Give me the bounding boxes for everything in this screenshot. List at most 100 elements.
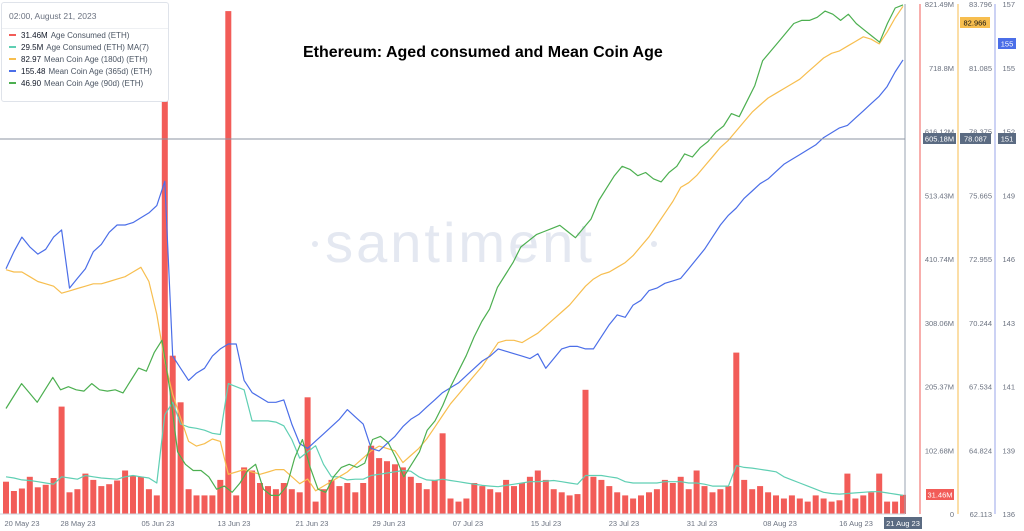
legend-swatch bbox=[9, 46, 16, 48]
age-consumed-bar bbox=[106, 484, 113, 514]
mca-180d-tick: 83.796 bbox=[969, 0, 992, 9]
mca-180d-tick: 62.113 bbox=[970, 510, 992, 519]
age-consumed-bar bbox=[463, 498, 470, 514]
legend-value: 155.48 bbox=[21, 66, 46, 76]
mca-365d-tick: 139 bbox=[1002, 446, 1015, 455]
age-consumed-bar bbox=[3, 481, 9, 514]
age-consumed-bar bbox=[185, 489, 192, 514]
legend-date: 02:00, August 21, 2023 bbox=[2, 3, 168, 29]
legend-panel: 02:00, August 21, 2023 31.46M Age Consume… bbox=[1, 2, 169, 102]
age-consumed-bar bbox=[272, 489, 279, 514]
age-consumed-bar bbox=[66, 492, 73, 514]
age-consumed-bar bbox=[249, 470, 256, 514]
age-consumed-bar bbox=[265, 486, 271, 514]
age-consumed-bar bbox=[153, 495, 160, 514]
age-consumed-bar bbox=[820, 498, 827, 514]
age-consumed-bar bbox=[336, 486, 343, 514]
mca-180d-tick: 75.665 bbox=[969, 191, 992, 200]
age-consumed-bar bbox=[526, 476, 533, 514]
age-consumed-bar bbox=[18, 488, 25, 514]
age-consumed-bar bbox=[582, 389, 589, 514]
age-consumed-bar bbox=[566, 495, 573, 514]
x-tick-label: 21 Jun 23 bbox=[296, 519, 329, 528]
legend-label: Mean Coin Age (90d) (ETH) bbox=[44, 78, 144, 88]
age-consumed-bar bbox=[677, 476, 684, 514]
legend-rows: 31.46M Age Consumed (ETH) 29.5M Age Consume… bbox=[2, 29, 168, 89]
age-consumed-bar bbox=[352, 492, 359, 514]
age-consumed-bar bbox=[34, 487, 41, 514]
age-consumed-bar bbox=[217, 479, 224, 514]
age-consumed-bar bbox=[344, 483, 351, 514]
age-consumed-bar bbox=[661, 479, 668, 514]
mca-365d-tick: 136 bbox=[1002, 510, 1015, 519]
age-consumed-bar bbox=[558, 492, 565, 514]
age-consumed-bar bbox=[447, 498, 454, 514]
legend-value: 46.90 bbox=[21, 78, 42, 88]
x-tick-label: 31 Jul 23 bbox=[687, 519, 717, 528]
age-consumed-bar bbox=[550, 489, 557, 514]
mca-365d-tick: 152 bbox=[1002, 128, 1015, 137]
age-consumed-bar bbox=[487, 489, 494, 514]
crosshair-mca-365d-box bbox=[998, 133, 1016, 144]
age-consumed-bar bbox=[288, 489, 295, 514]
age-consumed-bar bbox=[511, 486, 517, 514]
legend-item[interactable]: 31.46M Age Consumed (ETH) bbox=[2, 29, 168, 41]
age-consumed-bar bbox=[145, 489, 152, 514]
age-consumed-tick: 205.37M bbox=[925, 383, 954, 392]
age-consumed-bar bbox=[685, 489, 692, 514]
mca-365d-tick: 146 bbox=[1002, 255, 1015, 264]
age-consumed-bar bbox=[74, 489, 81, 514]
age-consumed-bar bbox=[471, 483, 478, 514]
age-consumed-tick: 410.74M bbox=[925, 255, 954, 264]
x-tick-label: 15 Jul 23 bbox=[531, 519, 561, 528]
age-consumed-bar bbox=[225, 11, 232, 514]
x-tick-label: 16 Aug 23 bbox=[839, 519, 873, 528]
age-consumed-bar bbox=[733, 352, 740, 514]
legend-label: Age Consumed (ETH) bbox=[50, 30, 130, 40]
age-consumed-bar bbox=[399, 467, 406, 514]
chart-title: Ethereum: Aged consumed and Mean Coin Ag… bbox=[303, 44, 663, 61]
age-consumed-bar bbox=[58, 406, 65, 514]
age-consumed-bar bbox=[137, 476, 144, 514]
legend-item[interactable]: 155.48 Mean Coin Age (365d) (ETH) bbox=[2, 65, 168, 77]
crosshair-mca-365d: 151 bbox=[1001, 135, 1014, 144]
age-consumed-bar bbox=[26, 476, 33, 514]
x-end-label: 21 Aug 23 bbox=[886, 519, 920, 528]
age-consumed-bar bbox=[646, 492, 652, 514]
age-consumed-bar bbox=[622, 495, 629, 514]
age-consumed-bar bbox=[201, 495, 208, 514]
age-consumed-bar bbox=[431, 479, 438, 514]
age-consumed-bar bbox=[503, 479, 510, 514]
age-consumed-bar bbox=[788, 495, 795, 514]
age-consumed-bar bbox=[804, 501, 811, 514]
age-consumed-bar bbox=[630, 498, 637, 514]
mca-365d-tick: 155 bbox=[1002, 64, 1015, 73]
age-consumed-bar bbox=[574, 494, 581, 514]
age-consumed-bar bbox=[590, 476, 597, 514]
age-consumed-bar bbox=[717, 489, 724, 514]
age-consumed-bar bbox=[193, 495, 200, 514]
x-tick-label: 05 Jun 23 bbox=[142, 519, 175, 528]
age-consumed-bar bbox=[757, 486, 764, 514]
age-consumed-bar bbox=[392, 464, 398, 514]
legend-label: Age Consumed (ETH) MA(7) bbox=[46, 42, 149, 52]
age-consumed-bar bbox=[701, 486, 708, 514]
age-consumed-bar bbox=[852, 498, 859, 514]
age-consumed-tick: 821.49M bbox=[925, 0, 954, 9]
age-consumed-bar bbox=[812, 495, 819, 514]
age-consumed-bar bbox=[241, 467, 248, 514]
mca-180d-line bbox=[5, 5, 904, 492]
legend-item[interactable]: 46.90 Mean Coin Age (90d) (ETH) bbox=[2, 77, 168, 89]
legend-item[interactable]: 29.5M Age Consumed (ETH) MA(7) bbox=[2, 41, 168, 53]
age-consumed-bar bbox=[439, 433, 446, 514]
age-consumed-bar bbox=[304, 397, 311, 514]
crosshair-mca-180d: 78.087 bbox=[964, 135, 987, 144]
x-end-label-box bbox=[884, 517, 922, 529]
age-consumed-bar bbox=[360, 483, 367, 514]
legend-item[interactable]: 82.97 Mean Coin Age (180d) (ETH) bbox=[2, 53, 168, 65]
age-consumed-tick: 616.12M bbox=[925, 128, 954, 137]
age-consumed-bar bbox=[98, 486, 105, 514]
age-consumed-bar bbox=[836, 500, 843, 514]
age-consumed-bar bbox=[161, 26, 168, 514]
age-consumed-bar bbox=[868, 492, 875, 514]
